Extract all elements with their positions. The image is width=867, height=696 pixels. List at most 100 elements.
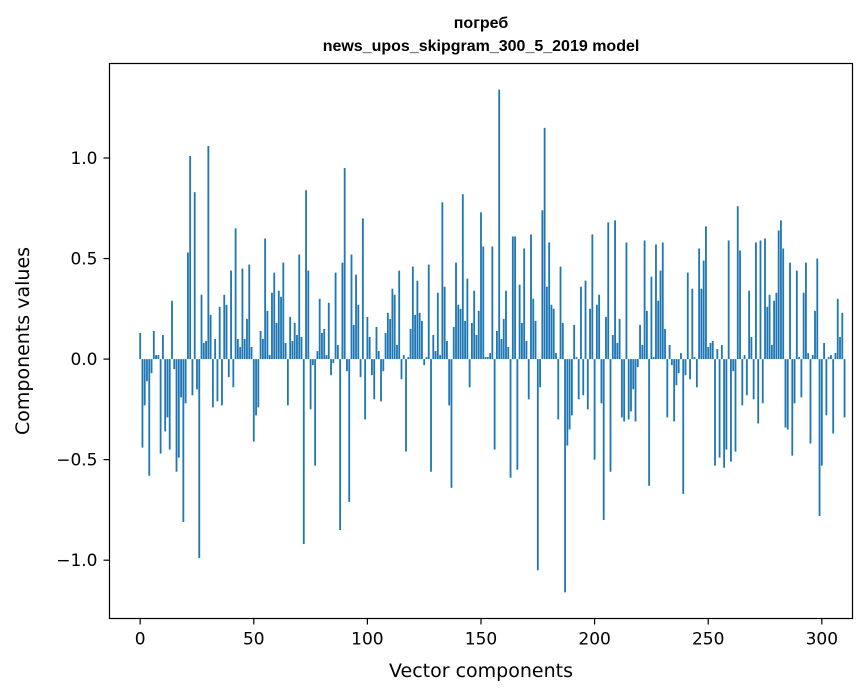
bar — [291, 341, 294, 360]
bar — [480, 212, 482, 360]
bar — [284, 343, 287, 360]
bar — [814, 310, 816, 360]
bar — [459, 308, 462, 360]
bar — [736, 206, 739, 360]
bar — [582, 359, 585, 396]
bar — [221, 359, 223, 406]
bar — [809, 359, 812, 444]
bar — [416, 280, 419, 360]
bar — [441, 202, 444, 360]
bar — [784, 359, 787, 428]
bar — [586, 359, 589, 410]
bar — [623, 359, 626, 422]
bar — [427, 264, 430, 360]
bar — [791, 359, 794, 456]
bar — [268, 355, 271, 360]
bar — [246, 318, 248, 360]
bar — [827, 357, 830, 360]
bar — [730, 359, 732, 462]
bar — [377, 351, 380, 360]
bar — [302, 359, 305, 545]
bar — [509, 359, 512, 478]
bar — [232, 359, 235, 388]
bar — [318, 298, 321, 360]
bar — [666, 359, 669, 418]
bar — [289, 316, 292, 360]
y-axis-label: Components values — [12, 247, 34, 435]
bar — [514, 236, 516, 360]
y-tick-label: 1.0 — [70, 149, 97, 169]
bar — [468, 359, 471, 388]
bar — [418, 312, 421, 360]
bar — [698, 248, 701, 360]
bar — [550, 304, 553, 360]
bar — [641, 345, 644, 360]
bar — [516, 359, 519, 470]
bar — [177, 359, 180, 458]
x-tick-label: 100 — [351, 630, 383, 650]
bar — [211, 359, 214, 408]
bar — [684, 359, 687, 376]
bar — [152, 330, 155, 360]
bar — [691, 288, 694, 360]
bar — [161, 334, 164, 360]
bar — [298, 254, 301, 360]
bar — [570, 359, 573, 416]
bar — [843, 359, 846, 418]
bar — [802, 292, 805, 360]
bar — [355, 274, 357, 360]
bar — [627, 359, 630, 420]
bar — [286, 359, 289, 406]
bar — [777, 230, 780, 360]
bar — [484, 357, 487, 360]
bar — [414, 314, 417, 360]
bar — [457, 304, 460, 360]
bar — [793, 359, 796, 404]
bar — [307, 270, 310, 360]
bar — [530, 234, 532, 360]
bar — [380, 359, 382, 402]
bar — [823, 343, 826, 360]
bar — [605, 316, 607, 360]
bar — [421, 320, 423, 360]
x-axis-label: Vector components — [389, 660, 573, 682]
bar — [336, 345, 339, 360]
bar — [561, 322, 564, 360]
bar — [241, 268, 244, 360]
bar — [609, 359, 612, 472]
bar — [411, 266, 414, 360]
bar — [164, 359, 167, 432]
bar — [600, 359, 603, 404]
bar — [205, 341, 207, 360]
bar — [727, 240, 730, 360]
bar — [373, 359, 376, 400]
bar — [620, 359, 623, 418]
bar — [434, 351, 437, 360]
bar — [525, 341, 528, 360]
bar — [643, 240, 646, 360]
bar — [750, 336, 753, 360]
bar — [670, 359, 673, 366]
y-tick-label: −0.5 — [56, 451, 97, 471]
bar — [250, 347, 253, 360]
bar — [189, 156, 192, 360]
bar — [230, 270, 232, 360]
bar — [591, 234, 594, 360]
bar — [296, 334, 298, 360]
bar — [343, 168, 346, 360]
bar — [811, 355, 814, 360]
bar — [686, 272, 689, 360]
bar — [339, 359, 342, 531]
bar — [425, 357, 428, 360]
bar — [768, 294, 771, 360]
bar — [675, 359, 678, 386]
bar — [182, 359, 185, 522]
bar — [611, 334, 614, 360]
bar — [327, 302, 330, 360]
bar — [593, 359, 596, 460]
bar — [752, 359, 755, 400]
bar — [357, 304, 360, 360]
bar — [473, 290, 476, 360]
bar — [168, 359, 171, 450]
bar — [436, 292, 439, 360]
